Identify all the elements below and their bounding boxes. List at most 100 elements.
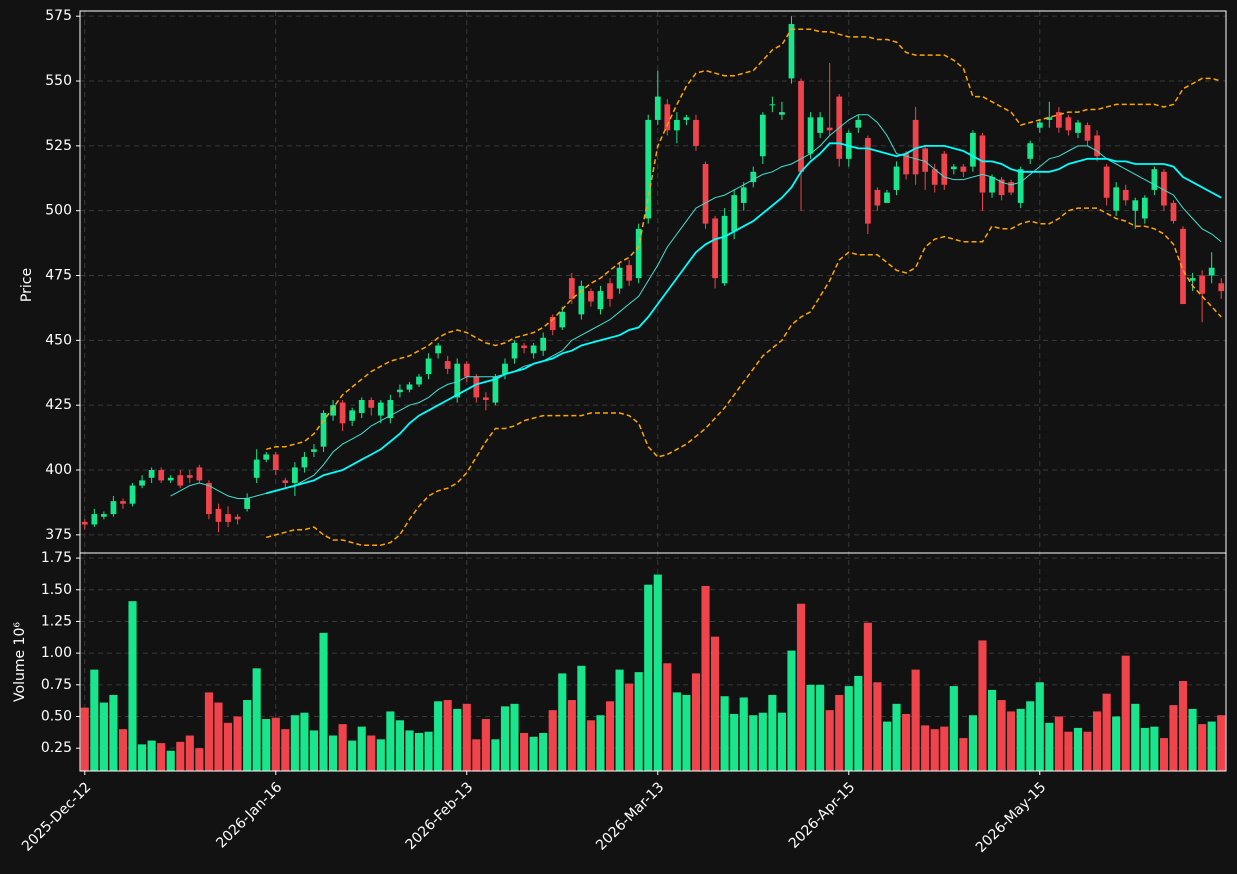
candle-body	[463, 363, 470, 377]
candle-body	[950, 166, 957, 170]
candle-body	[635, 228, 642, 279]
volume-bar	[1026, 701, 1035, 771]
candle-body	[1046, 117, 1053, 120]
candle-body	[903, 153, 909, 175]
candle-body	[941, 153, 948, 185]
volume-bar	[844, 686, 853, 771]
candle-body	[349, 410, 356, 421]
volume-bar	[1198, 724, 1207, 771]
volume-bar	[1140, 727, 1149, 771]
candle-body	[750, 171, 757, 183]
volume-bar	[758, 712, 767, 771]
y-tick-label: 1.75	[41, 550, 72, 566]
volume-frame	[79, 552, 1227, 772]
candle-body	[788, 23, 795, 79]
candle-body	[826, 127, 833, 131]
volume-bar	[796, 603, 806, 771]
candle-body	[368, 399, 375, 408]
candle-body	[1170, 202, 1177, 222]
volume-bar	[262, 719, 271, 771]
volume-bar	[1054, 716, 1063, 771]
candle-body	[1056, 112, 1062, 128]
y-tick-label: 0.50	[41, 709, 72, 725]
volume-bar	[930, 729, 939, 771]
candle-body	[1199, 275, 1205, 294]
y-tick-label: 1.50	[41, 582, 72, 598]
candle-body	[416, 376, 422, 385]
volume-bar	[223, 722, 233, 771]
volume-bar	[329, 735, 338, 771]
candle-body	[1141, 197, 1148, 219]
volume-bar	[644, 584, 653, 771]
volume-bar	[672, 692, 681, 771]
volume-bar	[424, 731, 433, 771]
indicator-line	[266, 28, 1222, 451]
candle-body	[196, 467, 203, 481]
volume-bar	[99, 702, 108, 771]
candle-body	[931, 169, 938, 185]
volume-bar	[835, 694, 844, 771]
volume-bar	[109, 694, 118, 771]
volume-bar	[949, 686, 958, 771]
y-tick-label: 375	[45, 527, 72, 543]
candle-body	[759, 114, 766, 157]
volume-bar	[1188, 708, 1197, 771]
candle-body	[511, 342, 518, 359]
volume-bar	[1083, 731, 1092, 771]
volume-bar	[1112, 716, 1121, 771]
volume-bar	[453, 708, 462, 771]
candle-body	[1189, 278, 1196, 281]
candle-body	[177, 475, 184, 486]
candle-body	[607, 283, 613, 299]
candle-body	[1065, 117, 1072, 131]
candle-body	[597, 291, 604, 310]
candle-body	[884, 192, 890, 203]
candle-body	[473, 376, 480, 398]
volume-bar	[1217, 715, 1226, 771]
volume-bar	[1178, 681, 1188, 771]
candle-body	[960, 166, 967, 172]
indicator-line	[266, 207, 1222, 546]
volume-bar	[567, 700, 576, 771]
candle-body	[540, 337, 547, 351]
volume-bar	[138, 744, 147, 771]
candle-body	[387, 399, 394, 419]
volume-bar	[338, 724, 347, 771]
candle-body	[989, 176, 995, 193]
volume-bar	[1007, 711, 1016, 771]
volume-bar	[691, 673, 701, 771]
volume-bar	[911, 669, 920, 771]
volume-bar	[634, 672, 643, 771]
candle-body	[674, 119, 680, 131]
candle-body	[922, 148, 929, 172]
volume-bar	[730, 713, 739, 771]
candle-body	[1218, 283, 1225, 292]
volume-bar	[290, 715, 299, 771]
candle-body	[91, 514, 98, 525]
y-tick-label: 450	[45, 332, 72, 348]
volume-bar	[434, 701, 443, 771]
candle-body	[1161, 171, 1167, 206]
volume-bar	[443, 700, 452, 771]
volume-bar	[968, 715, 977, 771]
candle-body	[998, 179, 1005, 196]
candle-body	[654, 96, 661, 120]
volume-bar	[959, 738, 968, 771]
indicator-line	[265, 142, 1222, 495]
volume-bar	[195, 748, 204, 771]
volume-bar	[605, 701, 615, 771]
volume-bar	[118, 729, 128, 771]
volume-bar	[481, 719, 490, 771]
candle-body	[740, 187, 747, 203]
volume-bar	[472, 739, 481, 771]
candle-body	[893, 166, 900, 190]
candle-body	[225, 514, 231, 522]
y-tick-label: 425	[45, 397, 72, 413]
candle-body	[492, 376, 499, 403]
candle-body	[731, 195, 738, 232]
volume-bar	[768, 694, 777, 771]
candle-body	[483, 397, 489, 400]
volume-bar	[577, 665, 586, 771]
volume-bar	[128, 601, 137, 771]
y-tick-label: 1.25	[41, 613, 72, 629]
